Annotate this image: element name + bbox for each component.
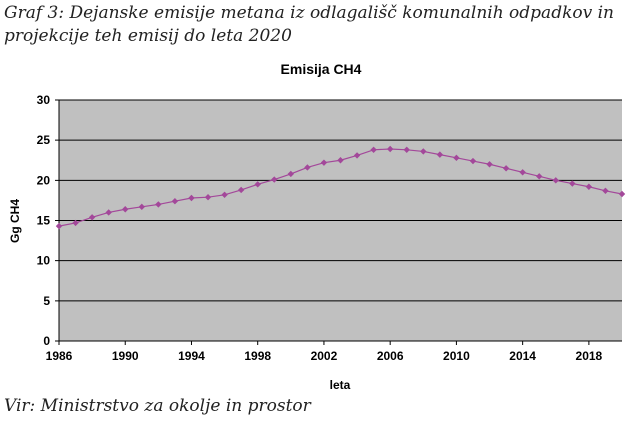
source-note: Vir: Ministrstvo za okolje in prostor: [4, 396, 311, 416]
data-point-marker: [138, 203, 145, 211]
data-points: [55, 145, 626, 230]
data-point-marker: [155, 201, 162, 208]
y-tick-label: 30: [37, 93, 51, 107]
y-tick-label: 10: [37, 254, 51, 268]
y-axis-ticks: 0 5 10 15 20 25 30: [37, 93, 51, 348]
data-point-marker: [287, 170, 295, 178]
figure-caption: Graf 3: Dejanske emisije metana iz odlag…: [4, 3, 615, 46]
data-point-marker: [254, 181, 261, 188]
y-tick-label: 20: [37, 173, 51, 187]
data-point-marker: [105, 209, 112, 216]
y-axis-label: Gg CH4: [8, 199, 22, 243]
x-tick-label: 2010: [443, 349, 470, 363]
data-point-marker: [469, 157, 477, 165]
data-point-marker: [536, 173, 543, 180]
data-point-marker: [486, 161, 493, 168]
y-tick-label: 0: [43, 334, 50, 348]
data-point-marker: [386, 145, 394, 153]
x-tick-label: 1986: [46, 349, 73, 363]
x-axis-label: leta: [330, 378, 351, 392]
data-point-marker: [602, 187, 609, 194]
data-point-marker: [552, 177, 559, 184]
data-point-marker: [420, 148, 427, 155]
x-tick-label: 2014: [509, 349, 536, 363]
data-point-marker: [453, 154, 460, 162]
data-point-marker: [370, 146, 377, 154]
data-point-marker: [403, 146, 410, 154]
gridlines: [55, 99, 622, 342]
y-tick-label: 15: [37, 214, 51, 228]
data-point-marker: [122, 206, 129, 213]
x-tick-label: 2018: [576, 349, 603, 363]
x-tick-label: 1990: [112, 349, 139, 363]
data-point-marker: [519, 169, 526, 176]
data-point-marker: [188, 194, 195, 202]
chart-title: Emisija CH4: [281, 61, 362, 77]
data-point-marker: [55, 222, 63, 230]
x-tick-label: 2002: [311, 349, 338, 363]
data-point-marker: [72, 219, 79, 227]
data-point-marker: [221, 191, 228, 198]
data-point-marker: [320, 159, 328, 166]
data-point-marker: [171, 198, 179, 205]
data-point-marker: [502, 165, 510, 172]
x-tick-label: 2006: [377, 349, 404, 363]
data-point-marker: [271, 176, 278, 183]
data-point-marker: [304, 164, 311, 171]
y-tick-label: 25: [37, 133, 51, 147]
data-point-marker: [585, 183, 593, 190]
data-point-marker: [569, 180, 576, 187]
data-point-marker: [88, 214, 96, 221]
data-point-marker: [618, 190, 626, 198]
x-axis-ticks: 1986 1990 1994 1998 2002 2006 2010 2014 2018: [46, 341, 603, 363]
x-tick-label: 1998: [244, 349, 271, 363]
data-point-marker: [237, 186, 245, 194]
y-tick-label: 5: [43, 294, 50, 308]
data-point-marker: [436, 151, 444, 158]
x-tick-label: 1994: [178, 349, 205, 363]
data-point-marker: [353, 152, 361, 159]
data-point-marker: [337, 157, 344, 164]
data-point-marker: [204, 194, 212, 201]
